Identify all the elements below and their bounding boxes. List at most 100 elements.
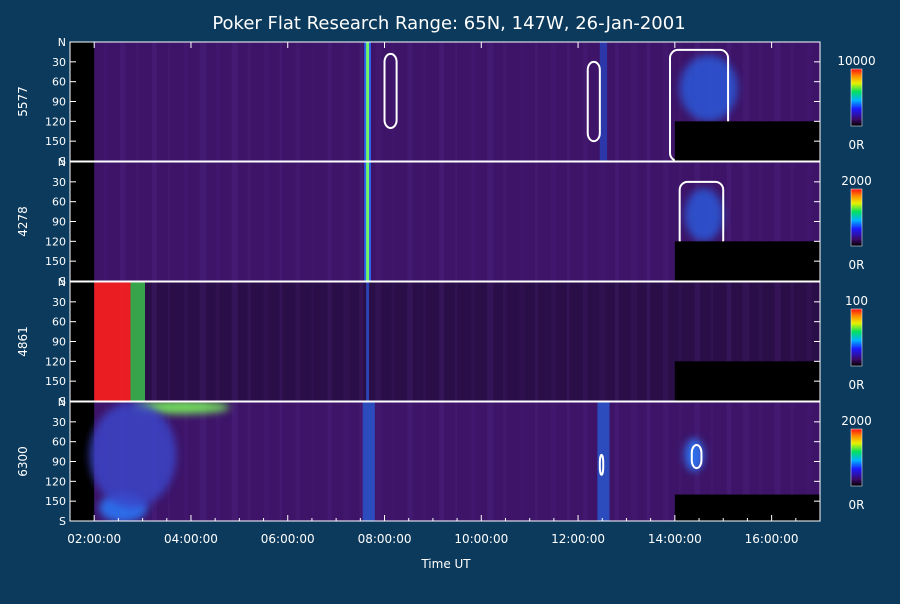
striation — [710, 402, 714, 521]
striation — [151, 42, 157, 161]
emission-blob — [679, 55, 738, 122]
colorbar-max-label: 10000 — [837, 54, 875, 68]
striation — [279, 402, 283, 521]
striation — [391, 162, 395, 281]
striation — [774, 282, 781, 401]
striation — [439, 282, 445, 401]
panels: N 30 60 90 120 150 S 5577 10000 0R N 30 60 90 120 150 S 4… — [16, 36, 876, 528]
panel-features — [364, 42, 820, 161]
striation — [135, 42, 139, 161]
striation — [215, 282, 220, 401]
striation — [487, 162, 494, 281]
striation — [391, 282, 395, 401]
striation — [183, 42, 189, 161]
striation — [630, 42, 638, 161]
striation — [167, 282, 170, 401]
striation — [247, 282, 251, 401]
striation — [167, 162, 170, 281]
striation — [279, 282, 283, 401]
striation — [135, 162, 139, 281]
striation — [103, 162, 108, 281]
striation — [103, 42, 108, 161]
striation — [471, 162, 476, 281]
chart-title: Poker Flat Research Range: 65N, 147W, 26… — [212, 13, 685, 34]
no-data-block — [674, 121, 820, 161]
striation — [550, 162, 557, 281]
striation — [582, 282, 588, 401]
striation — [231, 282, 238, 401]
y-tick-label: N — [58, 36, 66, 49]
striation — [311, 42, 314, 161]
striation — [423, 402, 426, 521]
striation — [167, 42, 170, 161]
colorbar-max-label: 2000 — [841, 174, 872, 188]
saturation-contour — [586, 60, 601, 143]
x-axis: 02:00:00 04:00:00 06:00:00 08:00:00 10:00:00… — [67, 42, 799, 546]
emission-band — [130, 282, 145, 401]
striation — [806, 42, 813, 161]
striation — [630, 402, 638, 521]
striation — [423, 42, 426, 161]
y-tick-label: N — [58, 156, 66, 169]
striation — [503, 42, 507, 161]
striation — [519, 282, 525, 401]
striation — [151, 162, 157, 281]
striation — [598, 282, 606, 401]
striation — [566, 162, 570, 281]
striation — [295, 282, 301, 401]
striation — [199, 402, 207, 521]
y-tick-label: S — [59, 155, 66, 168]
striation — [678, 402, 682, 521]
striation — [231, 402, 238, 521]
striation — [343, 282, 350, 401]
striation — [758, 42, 763, 161]
striation — [247, 162, 251, 281]
colorbar — [850, 428, 863, 487]
y-tick-label: 30 — [52, 416, 66, 429]
striation — [614, 162, 619, 281]
striation — [646, 282, 651, 401]
y-tick-label: 60 — [52, 316, 66, 329]
y-tick-label: 30 — [52, 296, 66, 309]
striation — [407, 162, 413, 281]
striation — [566, 402, 570, 521]
striation — [199, 162, 207, 281]
striation — [790, 402, 794, 521]
y-tick-label: 120 — [45, 115, 66, 128]
striation — [439, 402, 445, 521]
panel-label: 6300 — [16, 446, 30, 477]
striation — [343, 402, 350, 521]
emission-band — [94, 282, 131, 401]
striation — [311, 282, 314, 401]
saturation-contour — [690, 443, 703, 470]
panel-label: 4861 — [16, 326, 30, 357]
striation — [439, 162, 445, 281]
y-tick-label: S — [59, 395, 66, 408]
striation — [407, 42, 413, 161]
no-data-block — [674, 241, 820, 281]
striation — [471, 282, 476, 401]
striation — [471, 402, 476, 521]
striation — [774, 162, 781, 281]
striation — [726, 282, 732, 401]
striation — [614, 282, 619, 401]
striation — [327, 162, 332, 281]
striation — [359, 282, 364, 401]
striation — [726, 162, 732, 281]
striation — [487, 282, 494, 401]
striation — [630, 282, 638, 401]
x-axis-label: Time UT — [420, 557, 471, 571]
panel-label: 4278 — [16, 206, 30, 237]
striation — [295, 42, 301, 161]
colorbar-min-label: 0R — [849, 498, 865, 512]
y-tick-label: 90 — [52, 336, 66, 349]
colorbar-max-label: 2000 — [841, 414, 872, 428]
y-tick-label: 60 — [52, 196, 66, 209]
striation — [263, 402, 270, 521]
striation — [199, 282, 207, 401]
striation — [503, 282, 507, 401]
panel-features — [364, 162, 820, 281]
striation — [359, 42, 364, 161]
striation — [566, 282, 570, 401]
no-data-block — [674, 361, 820, 401]
